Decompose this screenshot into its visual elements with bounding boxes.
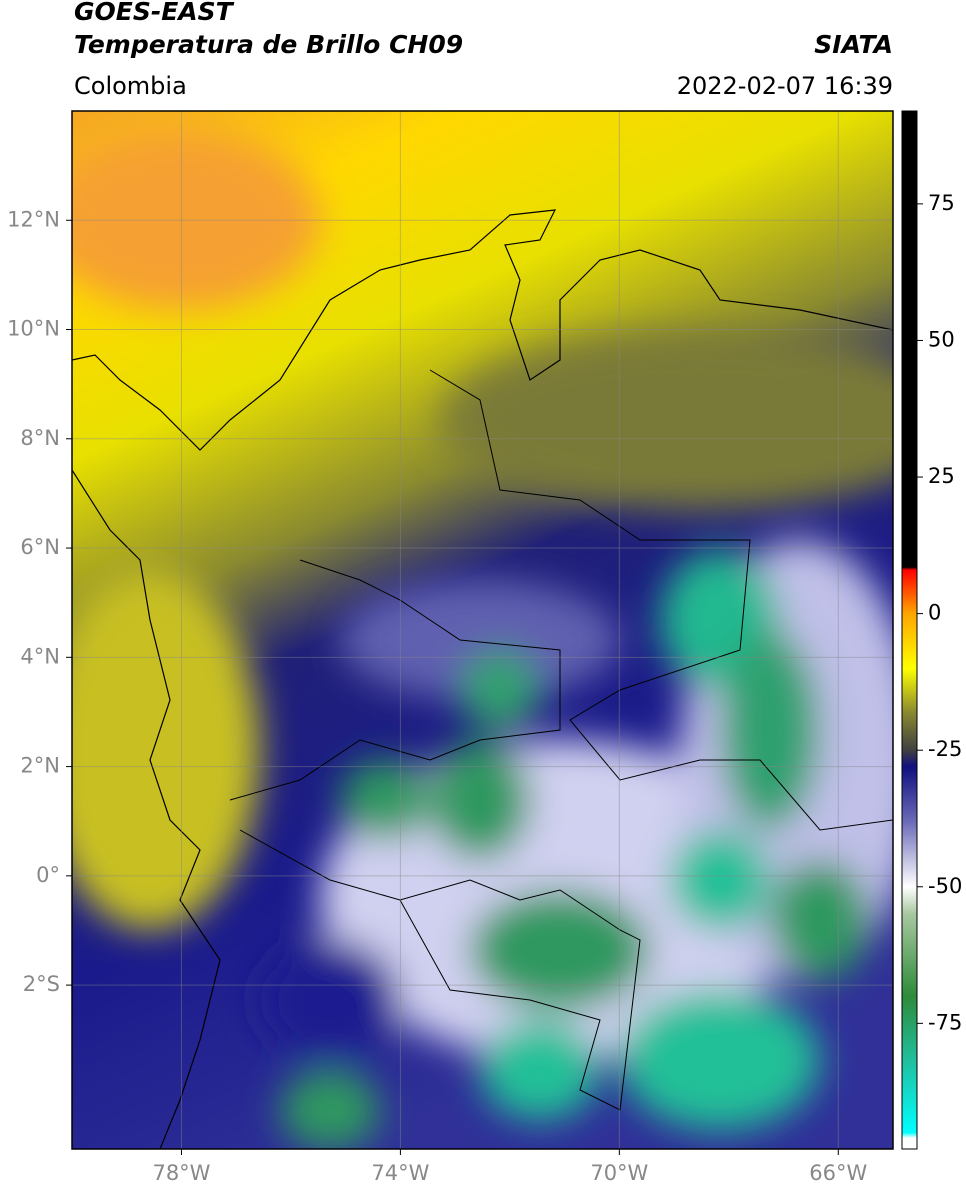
- y-tick-label: 10°N: [7, 317, 60, 341]
- region: Colombia: [74, 72, 187, 100]
- colorbar-tick-label: 0: [928, 601, 941, 625]
- y-tick-label: 2°N: [20, 754, 60, 778]
- satellite-image: [72, 111, 893, 1149]
- y-tick-label: 12°N: [7, 207, 60, 231]
- source: SIATA: [814, 30, 893, 59]
- y-tick-label: 8°N: [20, 426, 60, 450]
- x-tick-label: 70°W: [590, 1161, 648, 1185]
- map-frame: [71, 110, 894, 1150]
- y-tick-label: 4°N: [20, 644, 60, 668]
- x-tick-label: 78°W: [152, 1161, 210, 1185]
- colorbar-tick-label: 25: [928, 464, 955, 488]
- y-tick-label: 6°N: [20, 535, 60, 559]
- colorbar-tick-label: 75: [928, 191, 955, 215]
- title: GOES-EAST: [74, 0, 235, 26]
- x-tick-label: 66°W: [809, 1161, 867, 1185]
- colorbar: [901, 110, 918, 1150]
- y-tick-label: 2°S: [23, 972, 60, 996]
- y-tick-label: 0°: [36, 863, 60, 887]
- colorbar-tick-label: -25: [928, 737, 962, 761]
- colorbar-tick-label: -75: [928, 1010, 962, 1034]
- colorbar-tick-label: -50: [928, 874, 962, 898]
- x-tick-label: 74°W: [371, 1161, 429, 1185]
- datetime: 2022-02-07 16:39: [677, 72, 893, 100]
- subtitle: Temperatura de Brillo CH09: [74, 30, 463, 59]
- colorbar-tick-label: 50: [928, 327, 955, 351]
